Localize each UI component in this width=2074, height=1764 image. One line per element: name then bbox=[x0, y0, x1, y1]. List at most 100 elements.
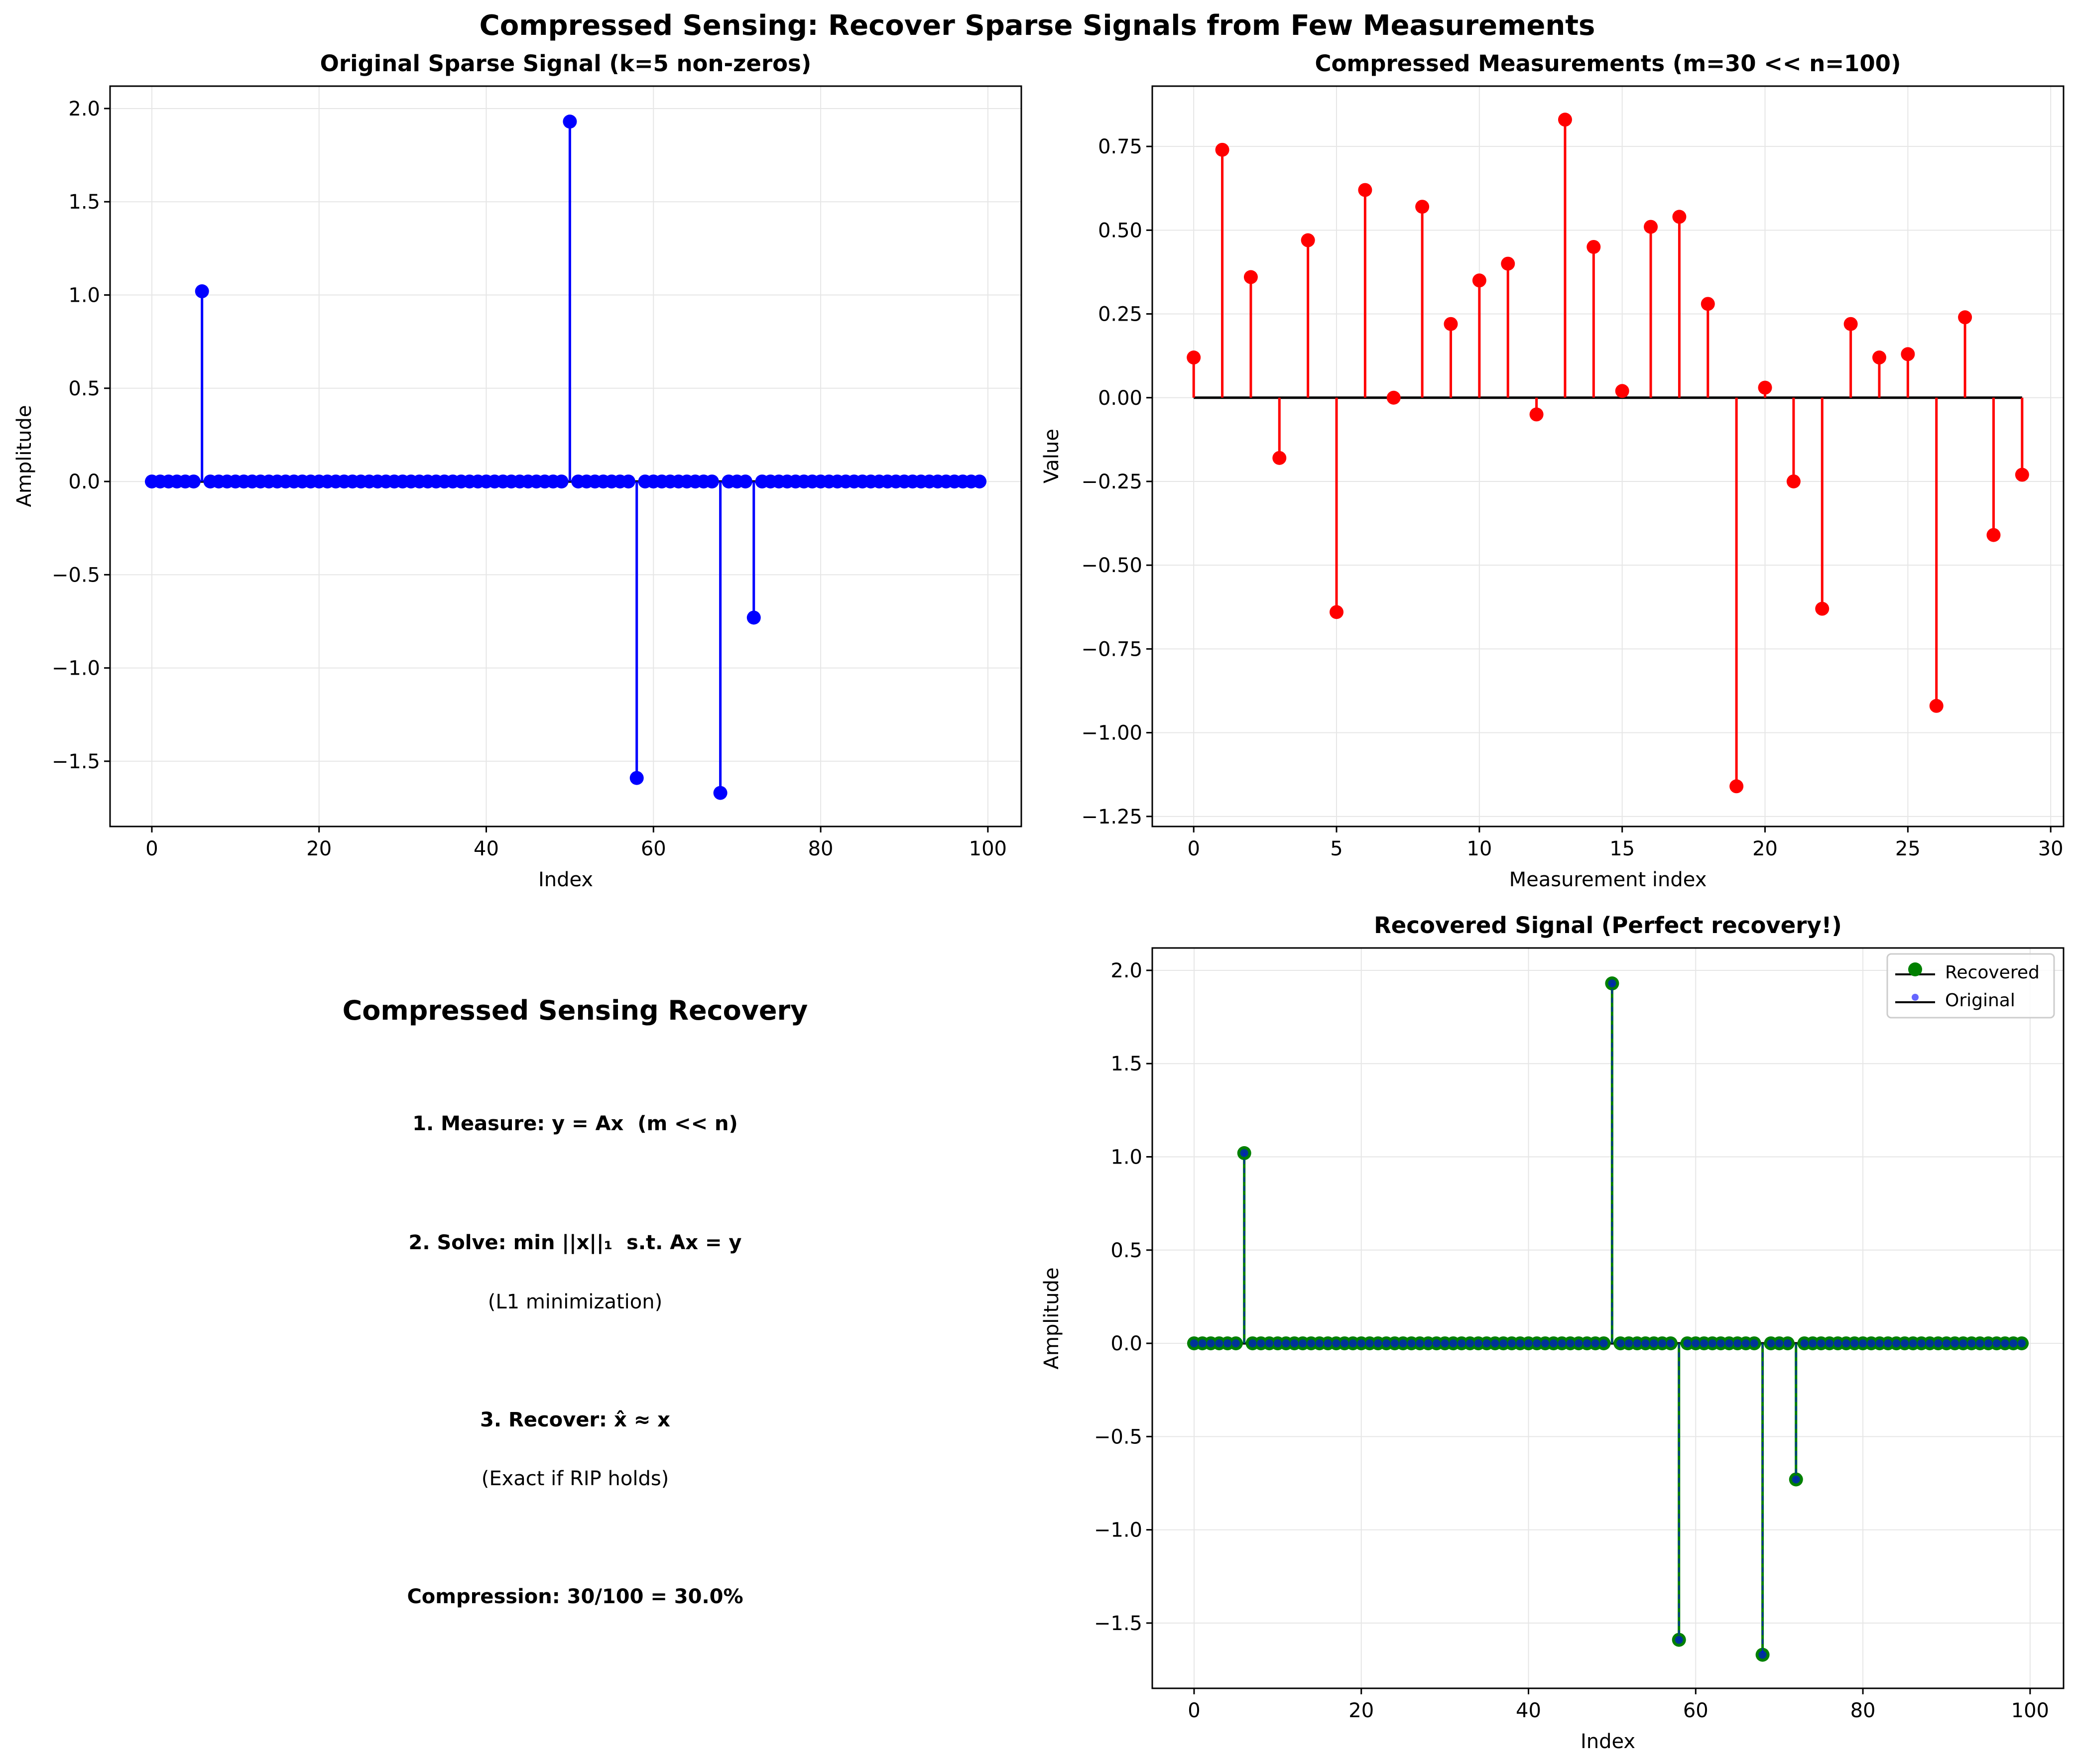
stem-marker-original bbox=[1917, 1339, 1926, 1348]
x-tick-label: 10 bbox=[1466, 837, 1492, 860]
stem-marker-original bbox=[1424, 1339, 1433, 1348]
ylabel-recovered: Amplitude bbox=[1040, 1268, 1063, 1370]
stem-marker-original bbox=[1926, 1339, 1934, 1348]
stem-marker-original bbox=[1591, 1339, 1599, 1348]
x-tick-label: 20 bbox=[1752, 837, 1778, 860]
y-tick-label: 0.0 bbox=[1110, 1332, 1142, 1355]
y-tick-label: −0.75 bbox=[1081, 638, 1142, 661]
figure-suptitle: Compressed Sensing: Recover Sparse Signa… bbox=[480, 9, 1595, 42]
stem-marker-original bbox=[1357, 1339, 1365, 1348]
stem-marker-original bbox=[1324, 1339, 1332, 1348]
stem-marker bbox=[705, 474, 719, 489]
stem-marker-original bbox=[1549, 1339, 1558, 1348]
stem-marker-original bbox=[1449, 1339, 1458, 1348]
stem-marker bbox=[746, 610, 761, 625]
x-tick-label: 30 bbox=[2038, 837, 2064, 860]
stem-marker-original bbox=[1240, 1149, 1248, 1158]
y-tick-label: 2.0 bbox=[1110, 959, 1142, 982]
step-1-measure: 1. Measure: y = Ax (m << n) bbox=[412, 1112, 738, 1135]
stem-marker bbox=[1672, 210, 1687, 224]
legend-label-recovered: Recovered bbox=[1945, 962, 2040, 983]
panel-title: Compressed Sensing Recovery bbox=[342, 995, 808, 1026]
y-tick-label: 0.0 bbox=[68, 470, 100, 493]
axes-frame-original bbox=[109, 85, 1022, 827]
x-tick-label: 20 bbox=[306, 837, 332, 860]
stem-marker-original bbox=[1307, 1339, 1315, 1348]
legend-marker-original bbox=[1912, 994, 1919, 1001]
stem-marker-original bbox=[1758, 1650, 1767, 1659]
stem-marker bbox=[1815, 601, 1830, 616]
compression-ratio: Compression: 30/100 = 30.0% bbox=[407, 1585, 743, 1608]
x-tick-label: 40 bbox=[474, 837, 499, 860]
xlabel-original: Index bbox=[538, 868, 593, 891]
stem-marker-original bbox=[1716, 1339, 1725, 1348]
stem-marker-original bbox=[1341, 1339, 1349, 1348]
stem-marker-original bbox=[1867, 1339, 1875, 1348]
stem-marker-original bbox=[1850, 1339, 1859, 1348]
stem-marker-original bbox=[1809, 1339, 1817, 1348]
title-recovered: Recovered Signal (Perfect recovery!) bbox=[1374, 912, 1842, 939]
stem-marker-original bbox=[1767, 1339, 1775, 1348]
stem-marker-original bbox=[1833, 1339, 1842, 1348]
stem-marker-original bbox=[1524, 1339, 1533, 1348]
ticks-measurements: 0 5 10 15 20 25 30 −1.25 −1.00 −0.75 −0.50 −0.25 0.0… bbox=[1081, 135, 2063, 860]
legend-label-original: Original bbox=[1945, 990, 2015, 1011]
stem-marker bbox=[713, 786, 728, 800]
stem-marker-original bbox=[1992, 1339, 2001, 1348]
grid-recovered bbox=[1152, 948, 2064, 1688]
stem-marker-original bbox=[1608, 979, 1616, 988]
stem-marker-original bbox=[1416, 1339, 1424, 1348]
y-tick-label: 0.5 bbox=[68, 377, 100, 400]
stem-marker-original bbox=[1708, 1339, 1716, 1348]
y-tick-label: 0.25 bbox=[1098, 303, 1142, 326]
stem-marker bbox=[1615, 384, 1629, 398]
x-tick-label: 20 bbox=[1348, 1699, 1374, 1722]
stem-marker-original bbox=[1700, 1339, 1708, 1348]
stem-marker-original bbox=[1658, 1339, 1667, 1348]
ylabel-original: Amplitude bbox=[13, 405, 36, 507]
stem-marker bbox=[1330, 605, 1344, 619]
stem-marker-original bbox=[1683, 1339, 1692, 1348]
y-tick-label: 1.0 bbox=[1110, 1146, 1142, 1169]
stem-marker-original bbox=[1951, 1339, 1959, 1348]
stem-marker-original bbox=[1650, 1339, 1658, 1348]
stem-marker-original bbox=[1499, 1339, 1508, 1348]
stem-marker bbox=[1272, 451, 1287, 465]
stem-marker-original bbox=[1616, 1339, 1625, 1348]
y-tick-label: −1.5 bbox=[52, 750, 100, 773]
stem-marker-original bbox=[1641, 1339, 1650, 1348]
xlabel-measurements: Measurement index bbox=[1509, 868, 1707, 891]
y-tick-label: 0.50 bbox=[1098, 219, 1142, 242]
stem-marker-original bbox=[1198, 1339, 1207, 1348]
stem-marker bbox=[2015, 468, 2029, 482]
stem-marker bbox=[1187, 351, 1201, 365]
stem-marker-original bbox=[1575, 1339, 1583, 1348]
x-tick-label: 80 bbox=[808, 837, 834, 860]
stem-marker-original bbox=[1775, 1339, 1784, 1348]
x-tick-label: 5 bbox=[1330, 837, 1342, 860]
stem-marker bbox=[1444, 317, 1458, 331]
stem-marker-original bbox=[1465, 1339, 1474, 1348]
stem-marker-original bbox=[1750, 1339, 1758, 1348]
stem-marker bbox=[1386, 390, 1401, 405]
stem-marker bbox=[1843, 317, 1858, 331]
stem-marker bbox=[1786, 474, 1801, 488]
stem-marker-original bbox=[1976, 1339, 1984, 1348]
stem-marker-original bbox=[1984, 1339, 1992, 1348]
y-tick-label: −0.25 bbox=[1081, 470, 1142, 493]
stem-marker-original bbox=[1273, 1339, 1282, 1348]
stem-marker-original bbox=[1666, 1339, 1675, 1348]
stem-marker-original bbox=[1207, 1339, 1215, 1348]
stem-marker bbox=[1701, 297, 1715, 311]
stem-marker bbox=[1986, 528, 2001, 542]
step-3-note: (Exact if RIP holds) bbox=[481, 1467, 669, 1490]
stem-marker-original bbox=[1407, 1339, 1416, 1348]
stem-marker-original bbox=[1231, 1339, 1240, 1348]
axes-compressed-measurements: 0 5 10 15 20 25 30 −1.25 −1.00 −0.75 −0.50 −0.25 0.0… bbox=[1040, 50, 2065, 891]
x-tick-label: 60 bbox=[1683, 1699, 1708, 1722]
legend-recovered: Recovered Original bbox=[1886, 953, 2055, 1019]
y-tick-label: 0.00 bbox=[1098, 387, 1142, 410]
stem-marker-original bbox=[1332, 1339, 1341, 1348]
x-tick-label: 25 bbox=[1895, 837, 1921, 860]
